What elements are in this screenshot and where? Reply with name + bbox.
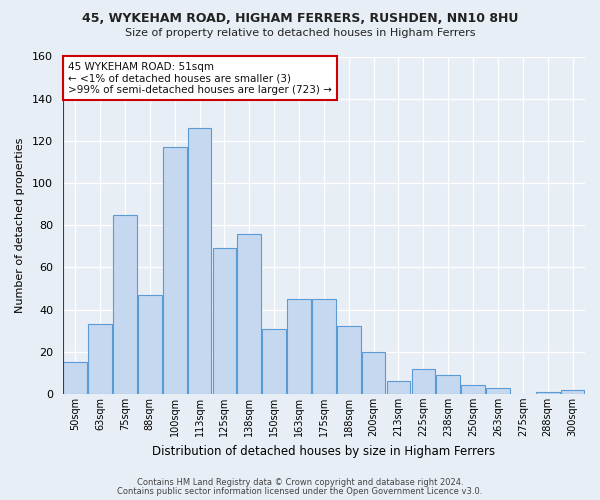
Bar: [138, 295, 161, 394]
Text: 45 WYKEHAM ROAD: 51sqm
← <1% of detached houses are smaller (3)
>99% of semi-det: 45 WYKEHAM ROAD: 51sqm ← <1% of detached…: [68, 62, 332, 95]
Bar: [337, 326, 361, 394]
Bar: [436, 375, 460, 394]
Bar: [113, 214, 137, 394]
Y-axis label: Number of detached properties: Number of detached properties: [15, 138, 25, 313]
Bar: [412, 368, 435, 394]
Bar: [287, 299, 311, 394]
Bar: [561, 390, 584, 394]
Text: Contains HM Land Registry data © Crown copyright and database right 2024.: Contains HM Land Registry data © Crown c…: [137, 478, 463, 487]
X-axis label: Distribution of detached houses by size in Higham Ferrers: Distribution of detached houses by size …: [152, 444, 496, 458]
Bar: [486, 388, 510, 394]
Bar: [163, 147, 187, 394]
Bar: [386, 381, 410, 394]
Bar: [536, 392, 560, 394]
Bar: [64, 362, 87, 394]
Text: Size of property relative to detached houses in Higham Ferrers: Size of property relative to detached ho…: [125, 28, 475, 38]
Bar: [212, 248, 236, 394]
Bar: [262, 328, 286, 394]
Bar: [188, 128, 211, 394]
Bar: [362, 352, 385, 394]
Text: 45, WYKEHAM ROAD, HIGHAM FERRERS, RUSHDEN, NN10 8HU: 45, WYKEHAM ROAD, HIGHAM FERRERS, RUSHDE…: [82, 12, 518, 26]
Bar: [461, 386, 485, 394]
Bar: [88, 324, 112, 394]
Bar: [312, 299, 336, 394]
Bar: [238, 234, 261, 394]
Text: Contains public sector information licensed under the Open Government Licence v3: Contains public sector information licen…: [118, 487, 482, 496]
